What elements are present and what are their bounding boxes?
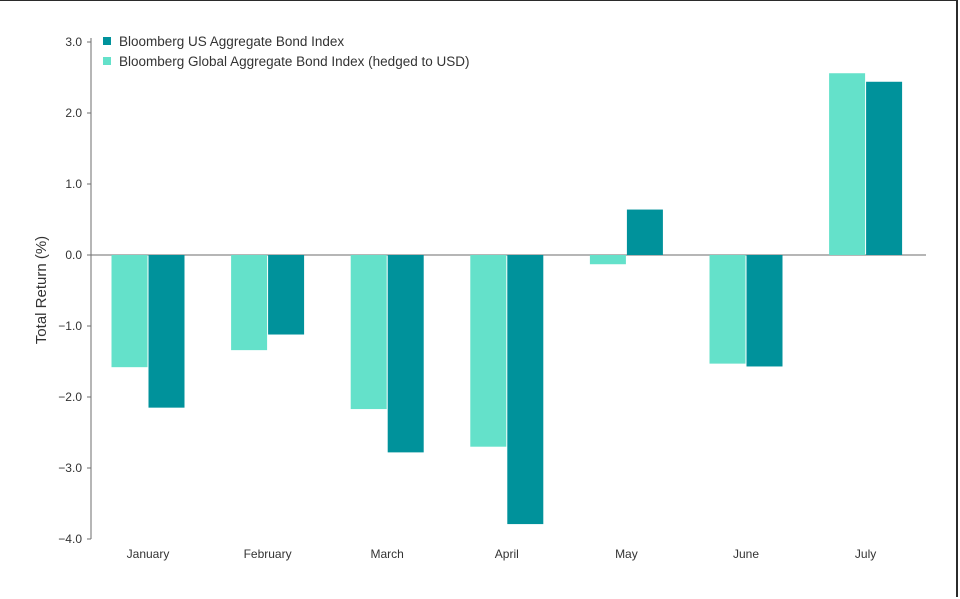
x-tick-label: March [371,547,404,561]
bar-may-series-2 [626,209,663,255]
x-tick-label: January [127,547,170,561]
bar-march-series-1 [350,255,387,410]
bar-june-series-2 [746,255,783,367]
x-tick-label: February [244,547,292,561]
bar-june-series-1 [709,255,746,364]
bar-april-series-1 [470,255,507,447]
y-tick-label: −1.0 [58,319,82,333]
bar-july-series-1 [829,73,866,256]
y-tick-label: −2.0 [58,390,82,404]
y-tick-label: −4.0 [58,532,82,546]
y-tick-label: −3.0 [58,461,82,475]
bar-january-series-2 [148,255,185,408]
y-tick-label: 2.0 [65,106,82,120]
bar-february-series-2 [268,255,305,335]
legend-label: Bloomberg US Aggregate Bond Index [119,34,344,49]
legend-swatch [103,37,111,45]
y-axis-title: Total Return (%) [33,236,50,344]
y-tick-label: 0.0 [65,248,82,262]
bar-april-series-2 [507,255,544,525]
bar-may-series-1 [589,255,626,265]
x-tick-label: July [855,547,876,561]
y-tick-label: 3.0 [65,35,82,49]
bar-january-series-1 [111,255,148,368]
x-tick-label: May [615,547,638,561]
bar-july-series-2 [866,81,903,255]
legend-label: Bloomberg Global Aggregate Bond Index (h… [119,54,469,69]
y-tick-labels: 3.0 2.0 1.0 0.0 −1.0 −2.0 −3.0 −4.0 [58,35,91,546]
bar-february-series-1 [231,255,268,351]
x-tick-labels: January February March April May June July [127,547,877,561]
legend-swatch [103,57,111,65]
y-tick-label: 1.0 [65,177,82,191]
bars [111,73,903,525]
bar-march-series-2 [387,255,424,453]
x-tick-label: June [733,547,759,561]
legend: Bloomberg US Aggregate Bond Index Bloombe… [103,34,469,69]
x-tick-label: April [495,547,519,561]
